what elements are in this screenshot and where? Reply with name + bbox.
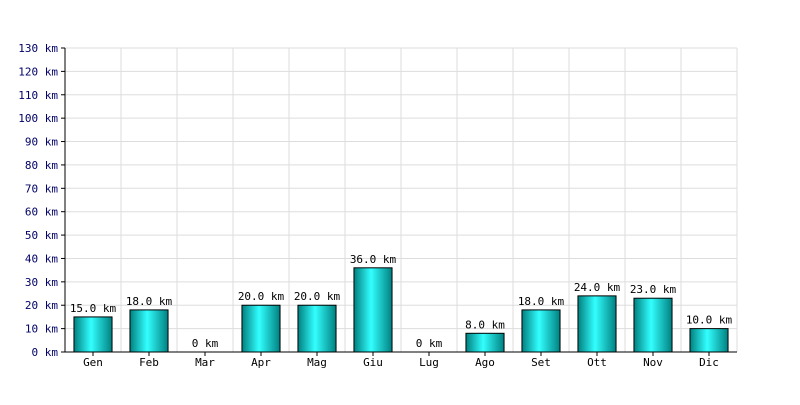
- y-tick-label: 100 km: [18, 112, 58, 125]
- bar-ott: [577, 295, 617, 353]
- bar-dic: [689, 328, 729, 353]
- data-label-dic: 10.0 km: [686, 314, 733, 327]
- data-label-giu: 36.0 km: [350, 253, 397, 266]
- y-tick-label: 50 km: [25, 229, 58, 242]
- x-tick-label-feb: Feb: [139, 356, 159, 369]
- bar-nov: [633, 297, 673, 353]
- y-tick-label: 130 km: [18, 42, 58, 55]
- y-tick-label: 20 km: [25, 299, 58, 312]
- y-tick-label: 110 km: [18, 89, 58, 102]
- data-label-nov: 23.0 km: [630, 283, 677, 296]
- bar-giu: [353, 267, 393, 353]
- x-tick-label-dic: Dic: [699, 356, 719, 369]
- labels: 0 km 10 km 20 km 30 km 40 km 50 km 60 km 70 km 8…: [18, 42, 732, 369]
- x-tick-label-apr: Apr: [251, 356, 271, 369]
- bar-apr: [241, 304, 281, 353]
- data-label-mar: 0 km: [192, 337, 219, 350]
- x-tick-label-nov: Nov: [643, 356, 663, 369]
- x-tick-label-giu: Giu: [363, 356, 383, 369]
- data-label-set: 18.0 km: [518, 295, 565, 308]
- gridlines: [64, 47, 738, 353]
- x-tick-label-mag: Mag: [307, 356, 327, 369]
- bar-feb: [129, 309, 169, 353]
- y-tick-label: 40 km: [25, 252, 58, 265]
- y-tick-label: 120 km: [18, 65, 58, 78]
- data-label-feb: 18.0 km: [126, 295, 173, 308]
- axes: [61, 47, 737, 356]
- y-tick-label: 10 km: [25, 323, 58, 336]
- x-tick-label-ott: Ott: [587, 356, 607, 369]
- y-tick-label: 90 km: [25, 136, 58, 149]
- data-label-gen: 15.0 km: [70, 302, 117, 315]
- data-label-mag: 20.0 km: [294, 290, 341, 303]
- bar-gen: [73, 316, 113, 353]
- y-tick-label: 80 km: [25, 159, 58, 172]
- x-tick-label-mar: Mar: [195, 356, 215, 369]
- y-tick-label: 70 km: [25, 182, 58, 195]
- x-tick-label-ago: Ago: [475, 356, 495, 369]
- y-tick-label: 60 km: [25, 206, 58, 219]
- data-label-ott: 24.0 km: [574, 281, 621, 294]
- y-tick-label: 0 km: [32, 346, 59, 359]
- y-tick-label: 30 km: [25, 276, 58, 289]
- data-label-apr: 20.0 km: [238, 290, 285, 303]
- x-tick-label-lug: Lug: [419, 356, 439, 369]
- bar-set: [521, 309, 561, 353]
- x-tick-label-gen: Gen: [83, 356, 103, 369]
- data-label-lug: 0 km: [416, 337, 443, 350]
- bar-mag: [297, 304, 337, 353]
- x-tick-label-set: Set: [531, 356, 551, 369]
- data-label-ago: 8.0 km: [465, 318, 505, 331]
- bar-ago: [465, 332, 505, 353]
